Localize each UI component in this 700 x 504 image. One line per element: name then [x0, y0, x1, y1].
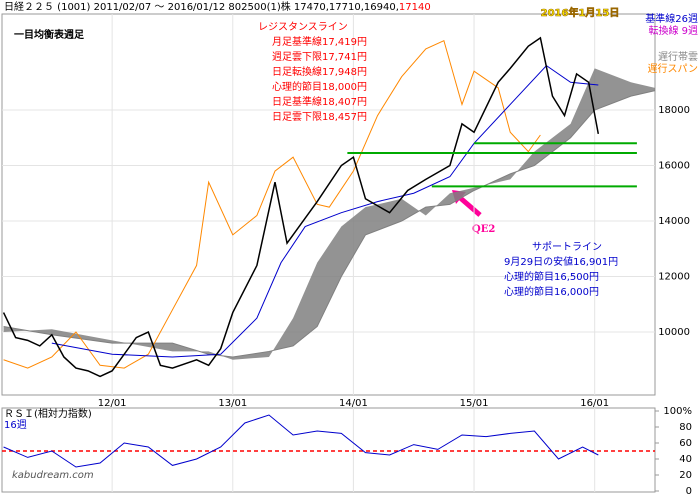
rsi-tick-label: 60 [679, 438, 692, 449]
arrow-label: QE2 [472, 224, 495, 235]
plot-frame [1, 13, 656, 396]
chart-title: 一目均衡表週足 [14, 28, 85, 41]
cloud [3, 68, 656, 360]
arrow [456, 194, 482, 217]
rsi-tick-label: 20 [679, 470, 692, 481]
x-tick-label: 13/01 [218, 398, 247, 409]
header-text: 日経２２５ (1001) 2011/02/07 ～ 2016/01/12 802… [4, 0, 399, 13]
footer: kabudream.com [12, 470, 94, 481]
support-text: 9月29日の安値16,901円 [504, 255, 618, 268]
series-line [51, 64, 599, 358]
legend-entry: 転換線 9週 [648, 24, 698, 37]
rsi-tick-label: 40 [679, 454, 692, 465]
rsi-period: 16週 [4, 419, 27, 431]
rsi-tick-label: 80 [679, 422, 692, 433]
support-text: 心理的節目16,000円 [504, 285, 599, 298]
x-tick-label: 15/01 [460, 398, 489, 409]
y-tick-label: 12000 [658, 272, 690, 283]
rsi-frame [1, 407, 656, 493]
rsi-tick-label: 0 [686, 486, 692, 497]
y-tick-label: 10000 [658, 327, 690, 338]
cloud-span-b [3, 90, 656, 358]
x-tick-label: 16/01 [580, 398, 609, 409]
resistance-text: 日足雲下限18,457円 [272, 111, 367, 123]
series-line [2, 36, 600, 378]
rsi-label: ＲＳＩ(相対力指数) [4, 407, 92, 420]
resistance-text: レジスタンスライン [258, 21, 348, 33]
resistance-text: 月足基準線17,419円 [272, 35, 367, 48]
legend-entry: 遅行帯雲 [658, 50, 698, 63]
resistance-text: 日足基準線18,407円 [272, 95, 367, 108]
support-text: 心理的節目16,500円 [504, 270, 599, 283]
header: 日経２２５ (1001) 2011/02/07 ～ 2016/01/12 802… [4, 0, 431, 13]
x-tick-label: 12/01 [98, 398, 127, 409]
resistance-text: 週足雲下限17,741円 [272, 51, 367, 63]
y-tick-label: 14000 [658, 216, 690, 227]
resistance-text: 日足転換線17,948円 [272, 65, 367, 78]
y-tick-label: 18000 [658, 105, 690, 116]
header-last: 17140 [399, 2, 431, 13]
resistance-text: 心理的節目18,000円 [272, 80, 367, 93]
date-label: 2016年1月15日 [541, 6, 620, 19]
x-tick-label: 14/01 [339, 398, 368, 409]
support-text: サポートライン [532, 241, 602, 253]
series-line [3, 39, 541, 369]
rsi-line [3, 414, 599, 468]
y-tick-label: 16000 [658, 161, 690, 172]
legend-entry: 基準線26週 [645, 12, 698, 25]
legend-entry: 遅行スパン [648, 62, 699, 75]
rsi-tick-label: 100% [663, 406, 692, 417]
